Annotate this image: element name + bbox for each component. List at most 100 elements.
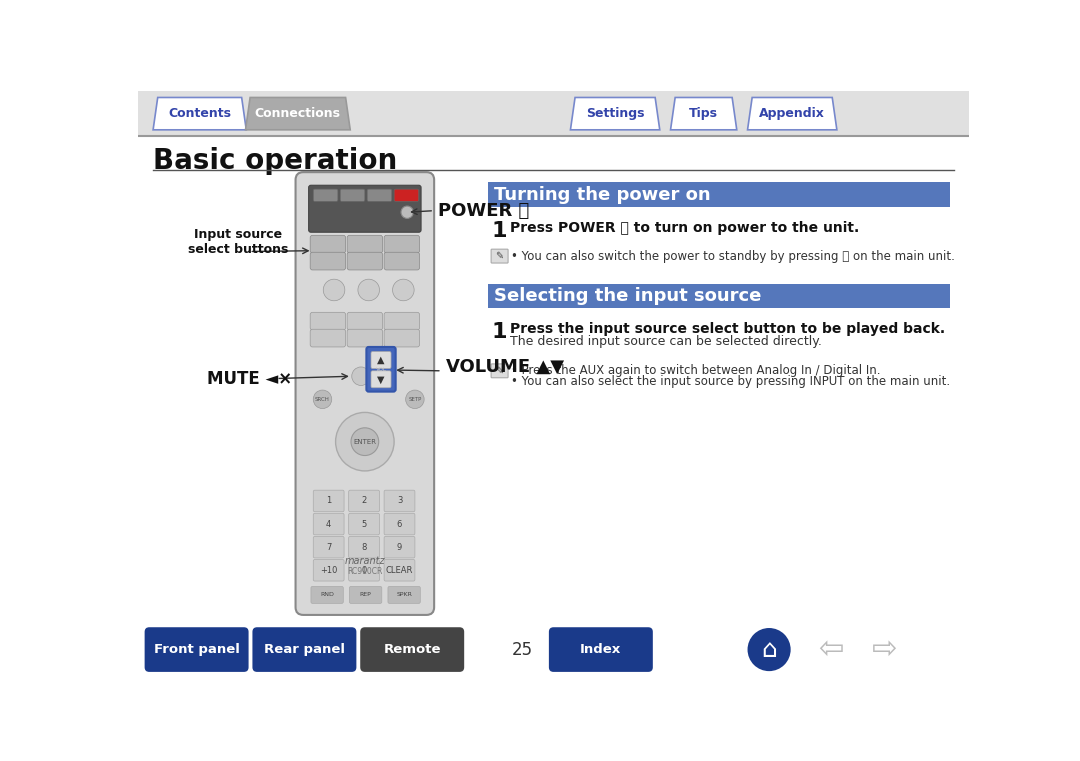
FancyBboxPatch shape [384,559,415,581]
Text: 5: 5 [362,520,367,529]
FancyBboxPatch shape [313,189,338,202]
FancyBboxPatch shape [349,537,379,558]
FancyBboxPatch shape [549,627,652,672]
Circle shape [401,206,414,218]
Text: Remote: Remote [383,643,441,656]
FancyBboxPatch shape [310,252,346,270]
Circle shape [351,428,379,456]
Text: 8: 8 [362,543,367,552]
Text: +10: +10 [320,565,337,575]
FancyBboxPatch shape [347,252,382,270]
FancyBboxPatch shape [491,364,508,377]
Text: Contents: Contents [168,107,231,120]
FancyBboxPatch shape [347,235,382,253]
Text: 1: 1 [326,496,332,505]
FancyBboxPatch shape [491,249,508,263]
FancyBboxPatch shape [313,537,345,558]
FancyBboxPatch shape [253,627,356,672]
Circle shape [352,367,370,386]
Circle shape [336,412,394,471]
FancyBboxPatch shape [309,185,421,232]
Text: ✎: ✎ [496,366,503,376]
Text: Connections: Connections [255,107,341,120]
Circle shape [313,390,332,409]
FancyBboxPatch shape [296,172,434,615]
FancyBboxPatch shape [349,513,379,535]
Text: SPKR: SPKR [396,592,413,597]
Text: Settings: Settings [585,107,645,120]
FancyBboxPatch shape [488,182,950,207]
FancyBboxPatch shape [372,352,391,368]
Text: ✎: ✎ [496,251,503,261]
Text: 1: 1 [491,221,508,240]
Text: Input source
select buttons: Input source select buttons [188,228,288,256]
Text: POWER ⏻: POWER ⏻ [438,202,529,220]
Text: RND: RND [320,592,334,597]
Text: Index: Index [580,643,621,656]
Text: VOL: VOL [376,367,387,372]
FancyBboxPatch shape [313,490,345,511]
FancyBboxPatch shape [313,559,345,581]
FancyBboxPatch shape [340,189,365,202]
Text: ENTER: ENTER [353,438,376,444]
Text: CLEAR: CLEAR [386,565,414,575]
Text: • You can also switch the power to standby by pressing ⏻ on the main unit.: • You can also switch the power to stand… [511,250,955,263]
Text: 4: 4 [326,520,332,529]
Text: ▲: ▲ [377,355,384,365]
Text: SETP: SETP [408,396,421,402]
Text: • Press the AUX again to switch between Analog In / Digital In.: • Press the AUX again to switch between … [511,365,880,377]
FancyBboxPatch shape [313,513,345,535]
Circle shape [747,628,791,671]
Polygon shape [245,97,350,130]
Text: 3: 3 [396,496,402,505]
Text: ⇦: ⇦ [818,635,843,664]
FancyBboxPatch shape [394,189,419,202]
FancyBboxPatch shape [310,330,346,347]
Text: Basic operation: Basic operation [153,147,397,175]
Polygon shape [671,97,737,130]
FancyBboxPatch shape [488,284,950,308]
Text: Front panel: Front panel [153,643,240,656]
FancyBboxPatch shape [349,490,379,511]
Text: Rear panel: Rear panel [264,643,345,656]
Text: 25: 25 [512,641,534,658]
FancyBboxPatch shape [372,371,391,388]
Text: VOLUME ▲▼: VOLUME ▲▼ [446,358,564,376]
FancyBboxPatch shape [388,587,420,603]
FancyBboxPatch shape [347,330,382,347]
FancyBboxPatch shape [310,312,346,330]
Text: • You can also select the input source by pressing INPUT on the main unit.: • You can also select the input source b… [511,375,950,388]
Text: ▼: ▼ [377,374,384,384]
FancyBboxPatch shape [384,537,415,558]
Text: Appendix: Appendix [759,107,825,120]
FancyBboxPatch shape [145,627,248,672]
FancyBboxPatch shape [384,490,415,511]
Text: 6: 6 [396,520,402,529]
FancyBboxPatch shape [384,252,419,270]
Polygon shape [570,97,660,130]
Text: Tips: Tips [689,107,718,120]
Text: MUTE ◄×: MUTE ◄× [207,370,292,387]
FancyBboxPatch shape [349,559,379,581]
Circle shape [323,279,345,301]
Circle shape [406,390,424,409]
Text: 7: 7 [326,543,332,552]
Text: SRCH: SRCH [315,396,329,402]
Text: ⇨: ⇨ [872,635,897,664]
FancyBboxPatch shape [366,347,395,392]
Text: 0: 0 [362,565,367,575]
FancyBboxPatch shape [347,312,382,330]
Text: ⌂: ⌂ [761,638,777,662]
Text: The desired input source can be selected directly.: The desired input source can be selected… [510,336,822,349]
FancyBboxPatch shape [350,587,382,603]
Text: 1: 1 [491,323,508,342]
FancyBboxPatch shape [384,312,419,330]
Text: RC910CR: RC910CR [347,567,382,576]
Text: Press the input source select button to be played back.: Press the input source select button to … [510,323,945,336]
Circle shape [392,279,414,301]
Circle shape [357,279,379,301]
Text: Turning the power on: Turning the power on [495,186,711,203]
Text: 2: 2 [362,496,367,505]
Polygon shape [153,97,246,130]
Polygon shape [747,97,837,130]
